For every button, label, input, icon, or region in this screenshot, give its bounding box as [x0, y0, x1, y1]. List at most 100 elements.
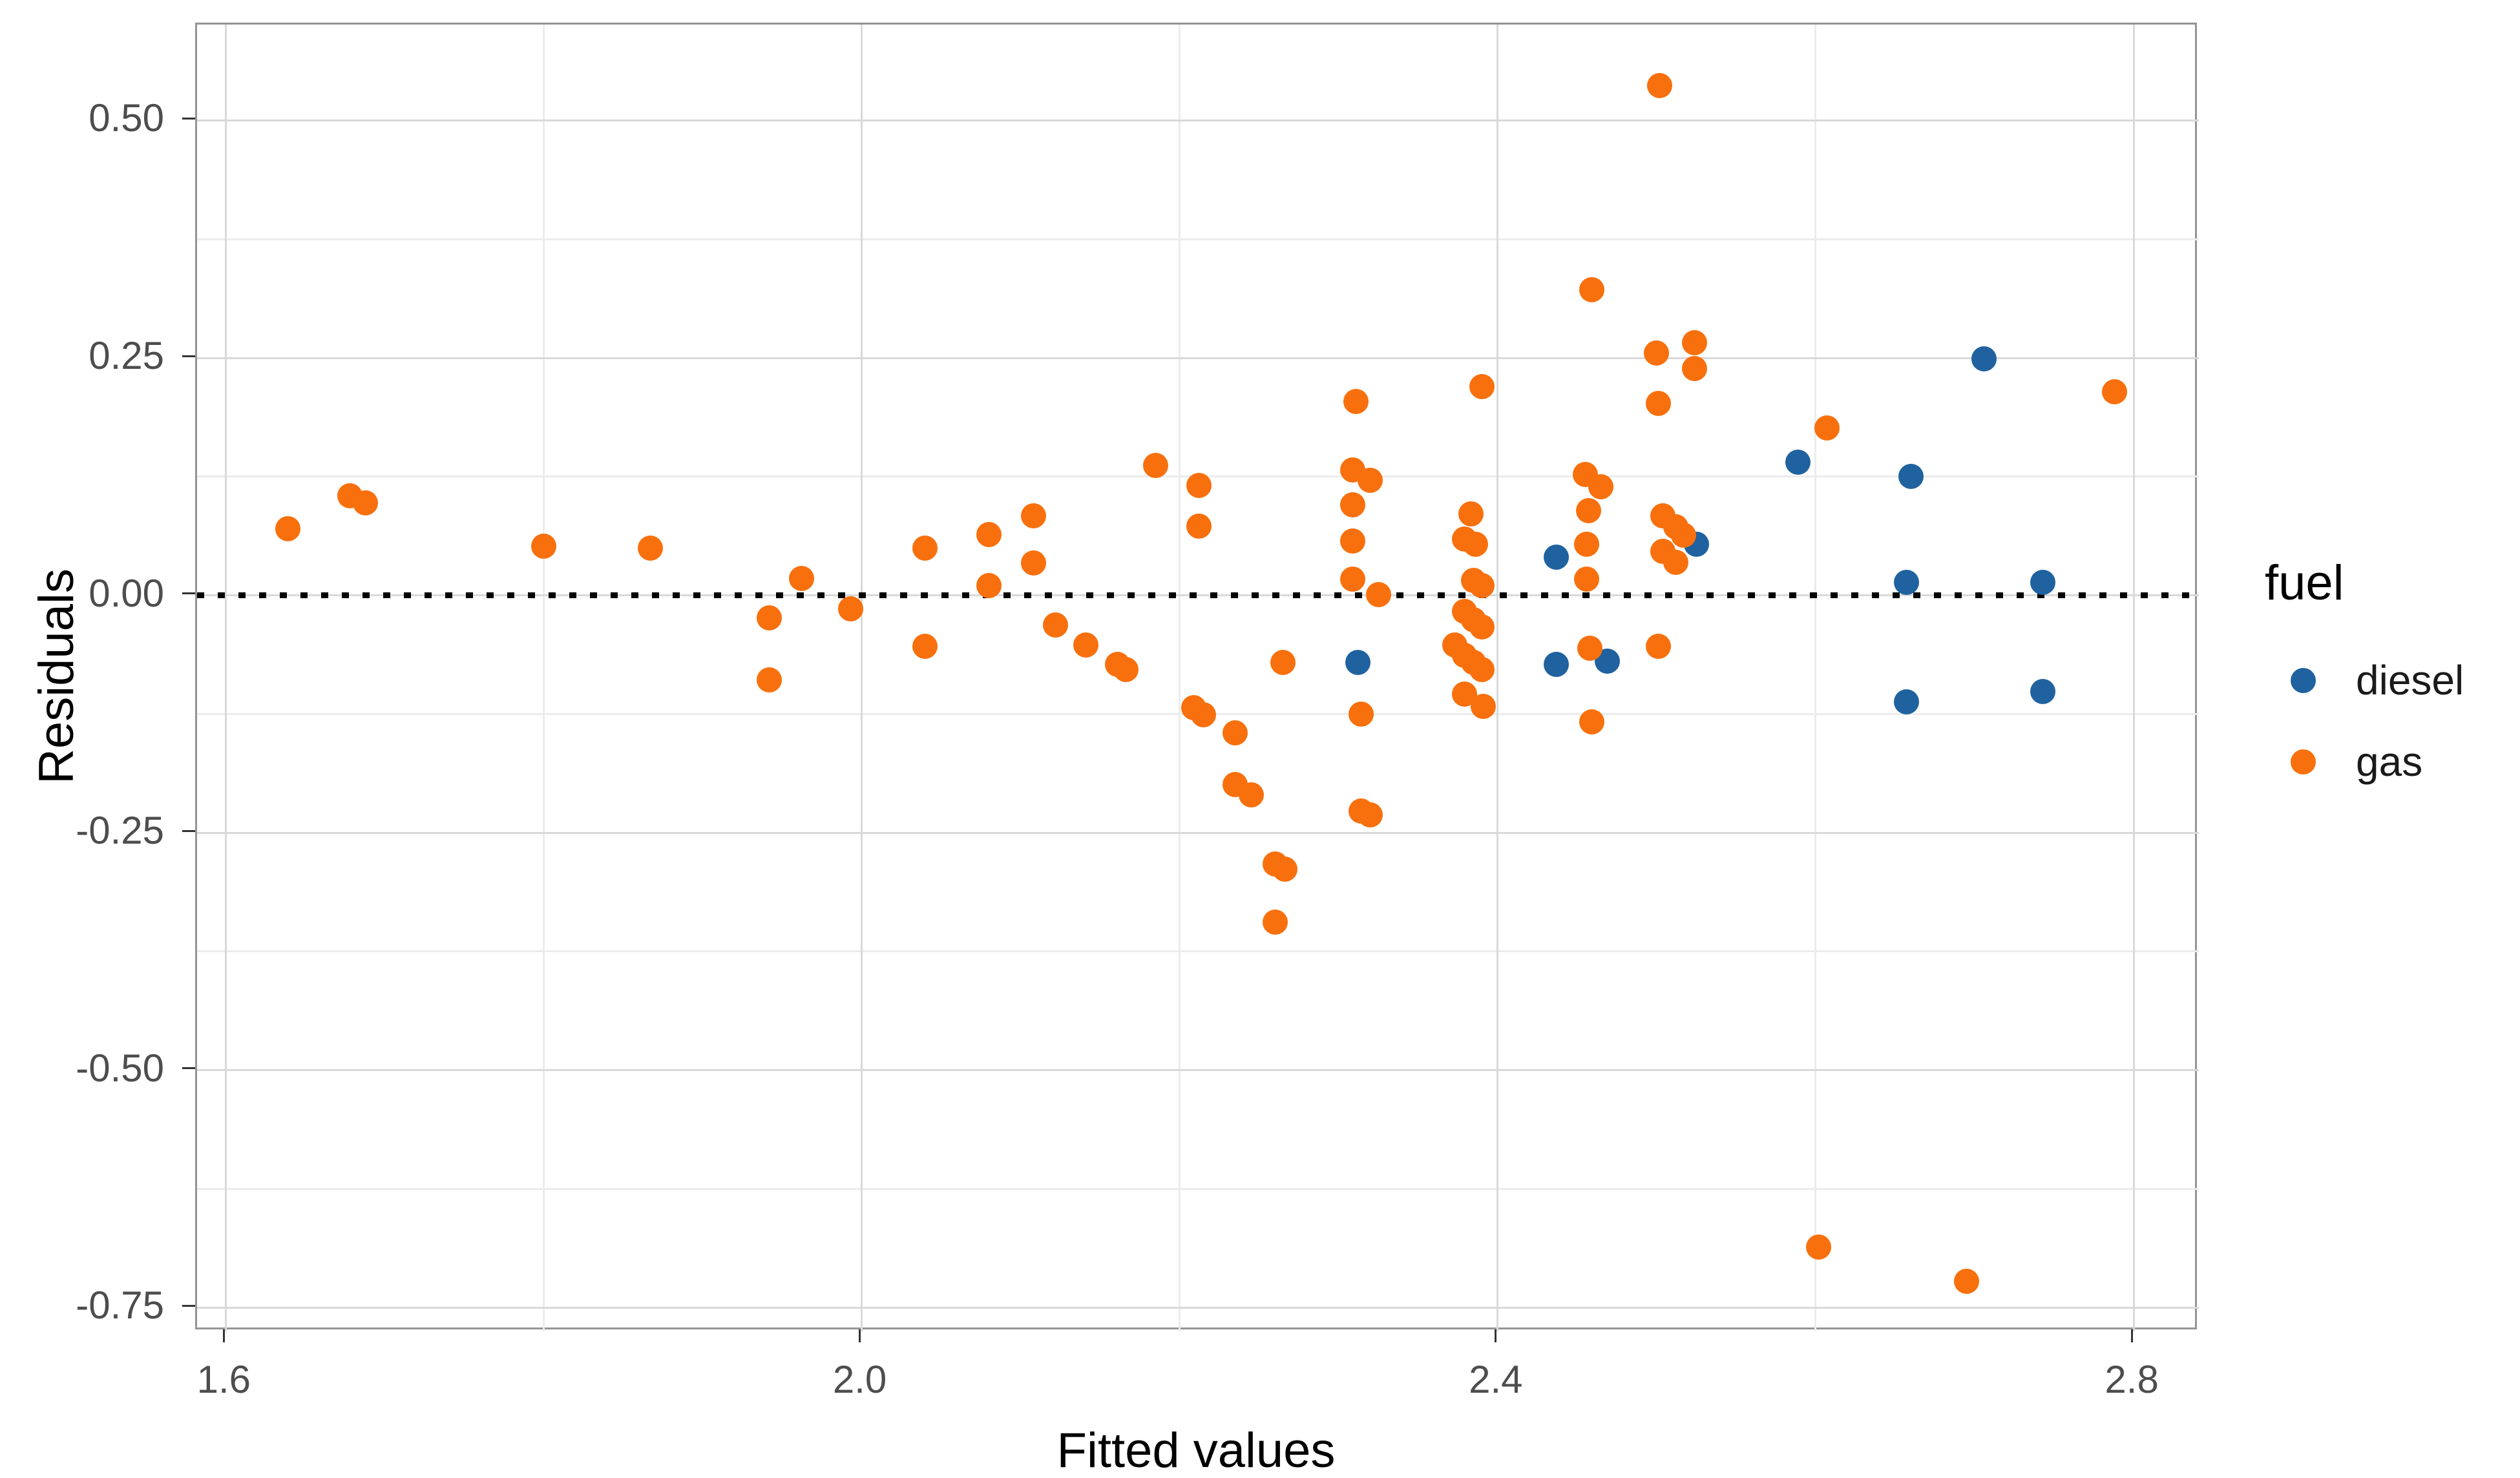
data-point-gas	[1340, 567, 1366, 592]
data-point-diesel	[2030, 569, 2056, 595]
y-tick-label: -0.25	[76, 809, 164, 853]
data-point-gas	[1671, 523, 1697, 548]
data-point-gas	[1365, 581, 1391, 607]
x-tick-label: 2.4	[1469, 1358, 1523, 1401]
y-axis-title: Residuals	[29, 568, 84, 784]
v-gridline	[861, 25, 863, 1331]
data-point-gas	[1579, 709, 1604, 734]
data-point-gas	[637, 535, 663, 561]
data-point-gas	[353, 490, 379, 516]
x-tick-label: 2.8	[2105, 1358, 2159, 1401]
data-point-gas	[1073, 632, 1099, 658]
data-point-gas	[912, 634, 938, 660]
x-tick-label: 2.0	[832, 1358, 887, 1401]
legend-label-gas: gas	[2356, 738, 2423, 785]
x-tick	[222, 1329, 225, 1342]
x-tick	[1495, 1329, 1497, 1342]
data-point-gas	[1814, 415, 1840, 441]
y-tick-label: 0.50	[89, 96, 164, 140]
data-point-diesel	[1893, 569, 1919, 595]
data-point-gas	[1113, 656, 1139, 682]
v-gridline	[1496, 25, 1499, 1331]
data-point-gas	[1588, 474, 1614, 500]
y-tick-label: 0.25	[89, 334, 164, 378]
h-gridline	[197, 119, 2199, 121]
data-point-gas	[757, 667, 782, 692]
data-point-gas	[1645, 634, 1671, 660]
v-gridline	[1179, 25, 1181, 1331]
data-point-gas	[1043, 612, 1069, 638]
data-point-gas	[1471, 694, 1496, 720]
legend-title: fuel	[2265, 556, 2344, 610]
data-point-gas	[1644, 340, 1670, 366]
legend-item-gas: gas	[2265, 741, 2517, 782]
data-point-gas	[1469, 573, 1495, 599]
data-point-gas	[275, 516, 300, 542]
y-tick	[182, 355, 195, 357]
data-point-gas	[1340, 528, 1366, 554]
data-point-gas	[1358, 802, 1383, 827]
data-point-diesel	[1893, 689, 1919, 714]
data-point-diesel	[1544, 545, 1570, 570]
data-point-gas	[912, 535, 938, 561]
data-point-gas	[1469, 656, 1495, 682]
data-point-gas	[1340, 492, 1366, 518]
data-point-gas	[1954, 1268, 1980, 1294]
data-point-gas	[1238, 782, 1264, 807]
data-point-gas	[1343, 389, 1369, 415]
y-tick-label: -0.75	[76, 1284, 164, 1327]
plot-panel	[195, 23, 2199, 1331]
v-gridline	[2132, 25, 2135, 1331]
data-point-gas	[1462, 531, 1488, 557]
y-tick	[182, 1067, 195, 1070]
data-point-gas	[976, 573, 1002, 599]
data-point-gas	[1270, 650, 1296, 676]
h-gridline	[197, 950, 2199, 953]
data-point-diesel	[1971, 346, 1997, 371]
h-gridline	[197, 1306, 2199, 1309]
x-tick	[2130, 1329, 2133, 1342]
data-point-gas	[1806, 1234, 1832, 1260]
data-point-gas	[1469, 614, 1495, 640]
data-point-gas	[1469, 373, 1495, 399]
data-point-gas	[1645, 391, 1671, 417]
data-point-gas	[1020, 550, 1046, 576]
data-point-gas	[1575, 498, 1601, 524]
y-tick	[182, 829, 195, 832]
data-point-gas	[1574, 531, 1600, 557]
x-tick-label: 1.6	[196, 1358, 251, 1401]
v-gridline	[224, 25, 227, 1331]
data-point-gas	[1348, 701, 1374, 727]
data-point-gas	[1186, 513, 1212, 539]
gas-point-swatch	[2291, 749, 2316, 775]
data-point-gas	[837, 596, 863, 621]
data-point-gas	[1663, 549, 1688, 575]
data-point-gas	[1272, 856, 1297, 882]
h-gridline	[197, 1187, 2199, 1190]
legend-label-diesel: diesel	[2356, 657, 2464, 703]
y-tick	[182, 1304, 195, 1307]
data-point-gas	[530, 533, 556, 559]
y-tick	[182, 592, 195, 595]
data-point-gas	[1574, 567, 1600, 592]
data-point-gas	[1020, 503, 1046, 528]
data-point-gas	[1458, 501, 1484, 526]
data-point-diesel	[1898, 464, 1924, 490]
data-point-gas	[2102, 379, 2128, 405]
data-point-gas	[1223, 720, 1248, 746]
h-gridline	[197, 357, 2199, 359]
data-point-gas	[1262, 909, 1288, 935]
data-point-gas	[1358, 468, 1383, 494]
data-point-gas	[788, 565, 814, 591]
data-point-gas	[757, 605, 782, 631]
zero-reference-line	[197, 592, 2199, 599]
data-point-gas	[1579, 276, 1604, 302]
data-point-gas	[1577, 636, 1603, 661]
data-point-gas	[1143, 452, 1169, 478]
data-point-gas	[1647, 72, 1673, 98]
data-point-diesel	[1544, 652, 1570, 678]
data-point-gas	[1682, 330, 1708, 356]
data-point-diesel	[1345, 650, 1370, 676]
legend-item-diesel: diesel	[2265, 660, 2517, 701]
